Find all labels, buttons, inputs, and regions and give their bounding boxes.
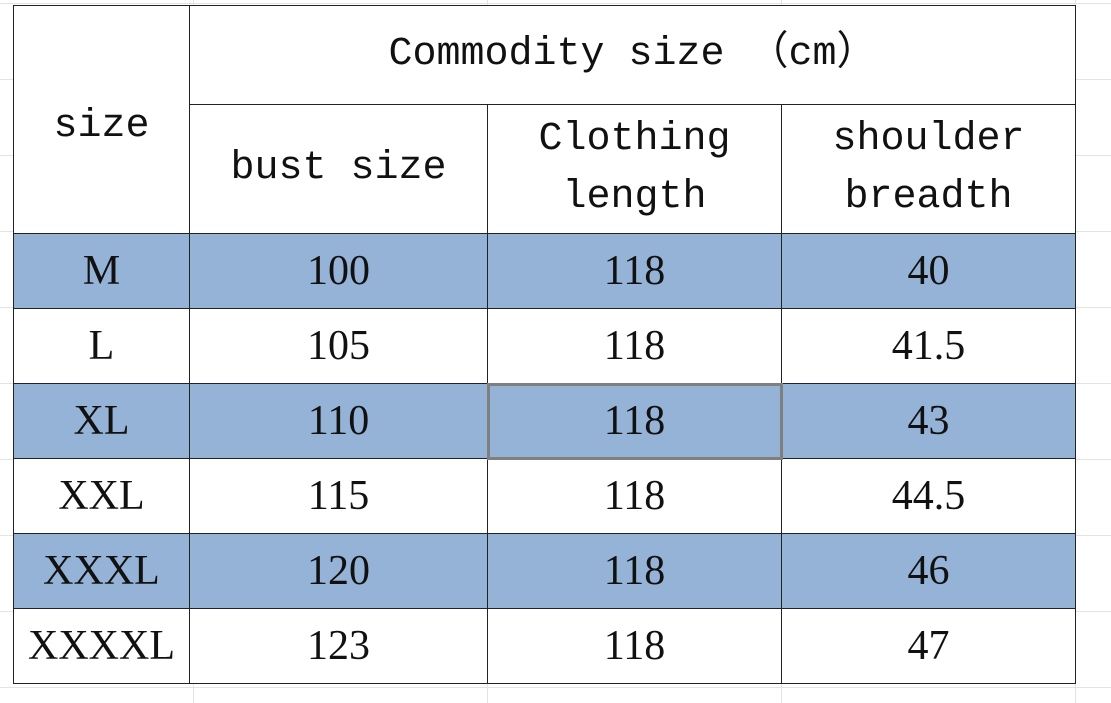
- size-label: XXL: [13, 458, 190, 534]
- size-value: 44.5: [781, 458, 1076, 534]
- size-label: XL: [13, 383, 190, 459]
- size-value: 40: [781, 233, 1076, 309]
- size-label: XXXL: [13, 533, 190, 609]
- size-value: 118: [487, 308, 782, 384]
- size-value: 47: [781, 608, 1076, 684]
- size-value: 46: [781, 533, 1076, 609]
- size-value: 118: [487, 458, 782, 534]
- size-label: L: [13, 308, 190, 384]
- size-value: 118: [487, 233, 782, 309]
- size-value: 118: [487, 533, 782, 609]
- size-value: 118: [486, 382, 783, 460]
- column-header: shoulder breadth: [781, 104, 1076, 234]
- data-row: XXXL 120 118 46: [13, 533, 1076, 609]
- column-header: Clothing length: [487, 104, 782, 234]
- column-header: bust size: [189, 104, 488, 234]
- data-row: XXXXL 123 118 47: [13, 608, 1076, 684]
- size-label: M: [13, 233, 190, 309]
- size-value: 115: [189, 458, 488, 534]
- row-header: size: [13, 5, 190, 234]
- data-row: M 100 118 40: [13, 233, 1076, 309]
- size-value: 43: [781, 383, 1076, 459]
- data-row: L 105 118 41.5: [13, 308, 1076, 384]
- size-value: 105: [189, 308, 488, 384]
- table-title: Commodity size （cm）: [189, 5, 1076, 105]
- size-value: 120: [189, 533, 488, 609]
- size-value: 118: [487, 608, 782, 684]
- size-value: 41.5: [781, 308, 1076, 384]
- header-row: size Commodity size （cm）: [13, 5, 1076, 234]
- size-table: size Commodity size （cm） bust size Cloth…: [13, 5, 1076, 684]
- size-label: XXXXL: [13, 608, 190, 684]
- size-value: 100: [189, 233, 488, 309]
- column-header-row: bust size Clothing length shoulder bread…: [14, 104, 1076, 234]
- size-value: 110: [189, 383, 488, 459]
- data-row: XXL 115 118 44.5: [13, 458, 1076, 534]
- size-value: 123: [189, 608, 488, 684]
- data-row: XL 110 118 43: [13, 382, 1076, 460]
